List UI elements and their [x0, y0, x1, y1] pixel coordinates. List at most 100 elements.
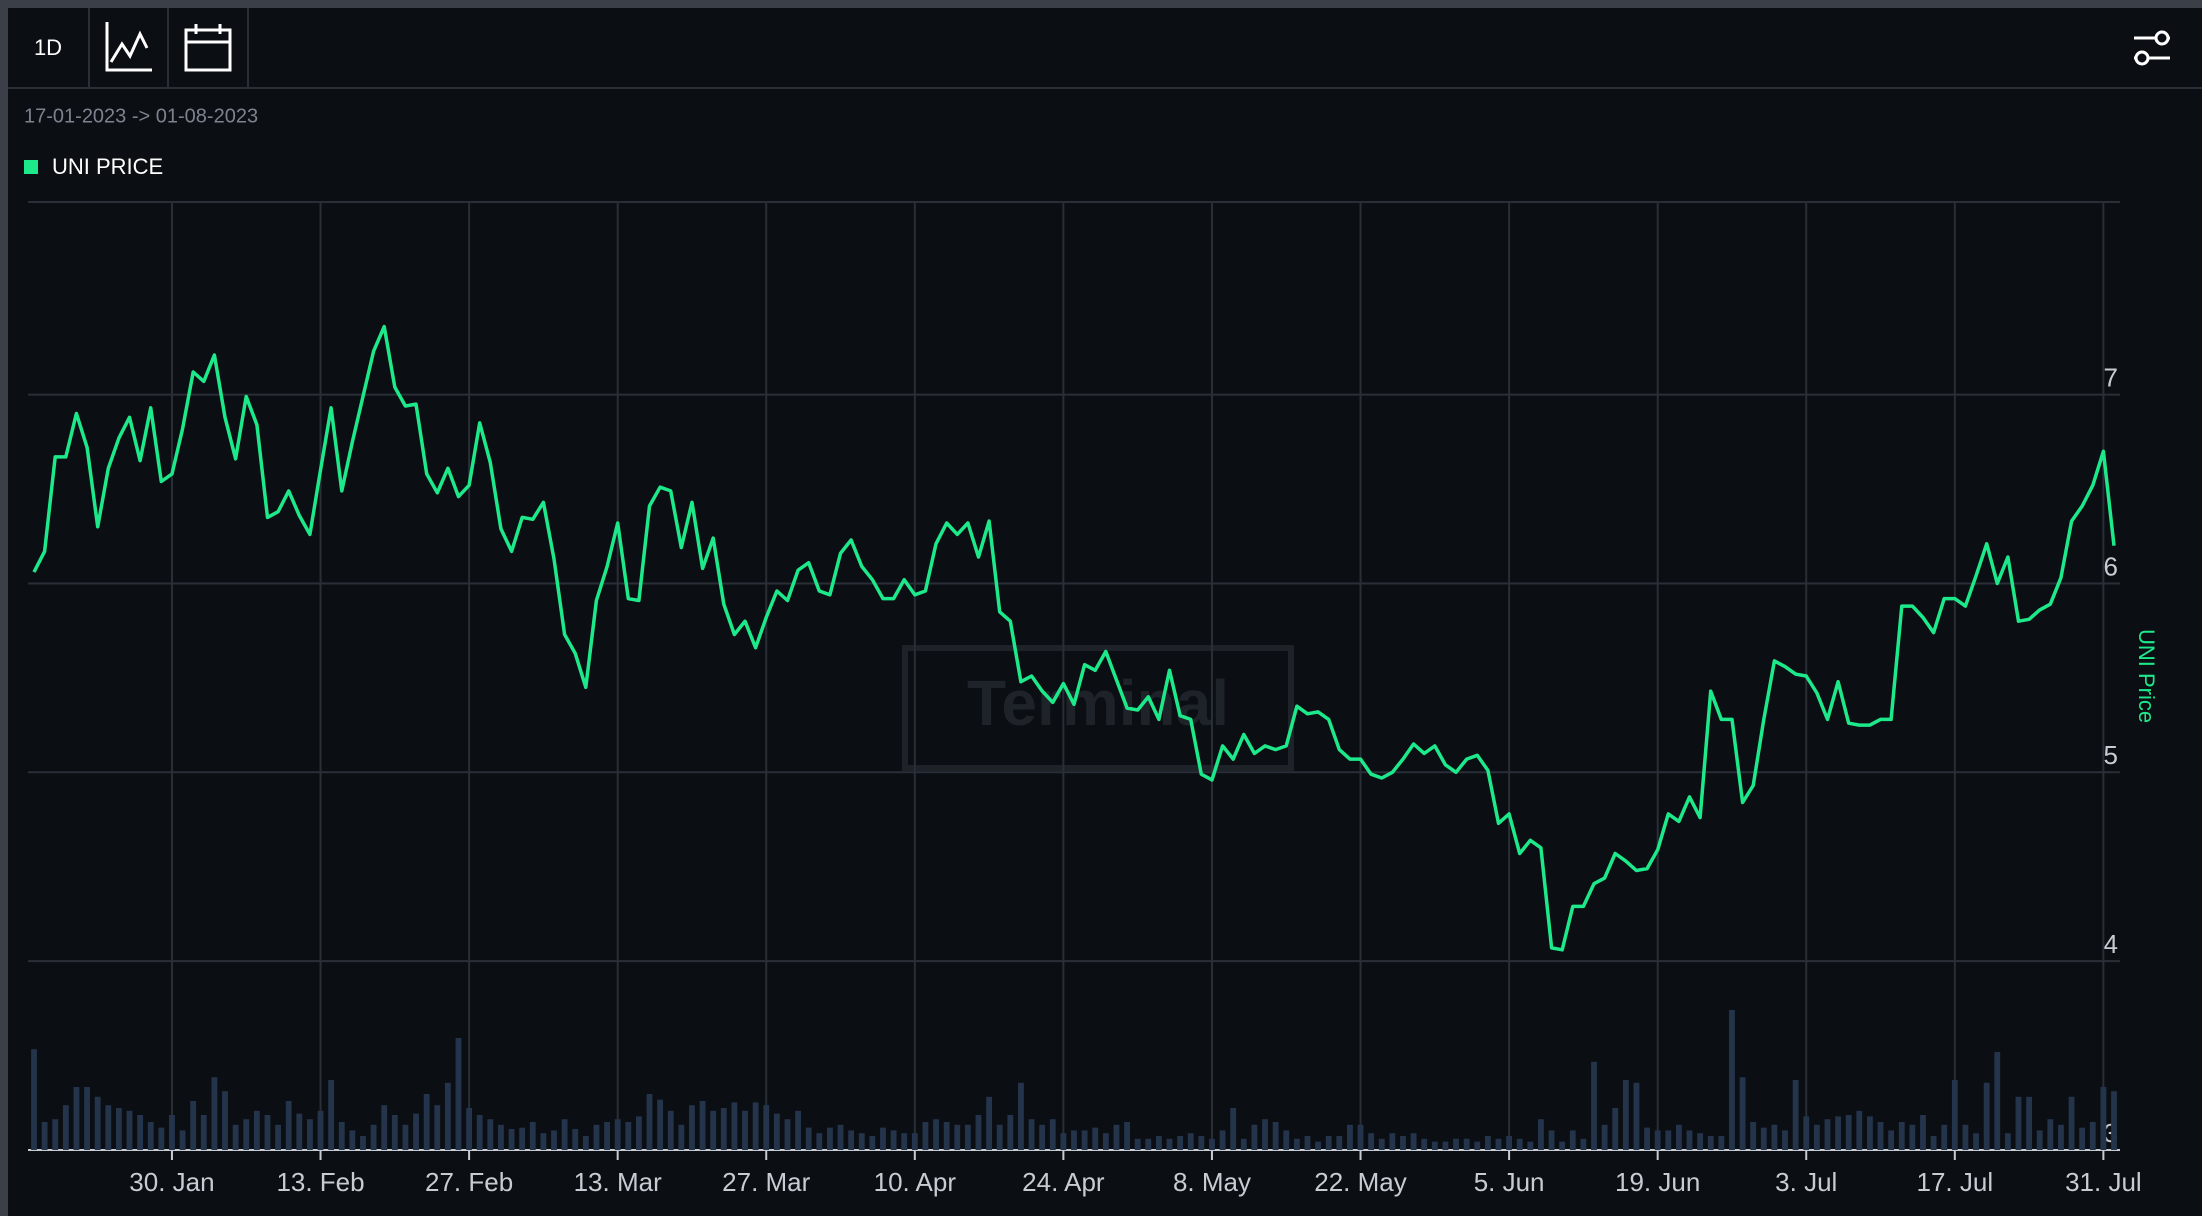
- volume-bar: [540, 1133, 547, 1150]
- chart-type-button[interactable]: [105, 22, 152, 72]
- volume-bar: [1018, 1082, 1024, 1150]
- volume-bar: [2079, 1127, 2086, 1150]
- volume-bar: [1697, 1133, 1704, 1150]
- volume-bar: [1516, 1138, 1523, 1150]
- volume-bar: [784, 1119, 791, 1150]
- volume-bar: [508, 1129, 515, 1150]
- volume-bar: [1538, 1119, 1544, 1150]
- volume-bar: [1209, 1138, 1215, 1150]
- volume-bar: [1336, 1136, 1343, 1150]
- volume-bar: [232, 1124, 239, 1150]
- volume-bar: [1845, 1115, 1852, 1150]
- volume-bar: [1251, 1124, 1258, 1150]
- volume-bar: [1410, 1133, 1417, 1150]
- volume-bar: [1835, 1116, 1841, 1150]
- volume-bar: [381, 1105, 388, 1150]
- volume-bar: [848, 1130, 855, 1150]
- volume-bar: [1400, 1136, 1406, 1150]
- volume-bar: [1877, 1122, 1884, 1150]
- volume-bar: [455, 1038, 462, 1150]
- volume-bar: [954, 1124, 961, 1150]
- volume-bar: [1591, 1061, 1597, 1150]
- volume-bar: [933, 1119, 939, 1150]
- volume-bar: [1378, 1138, 1385, 1150]
- settings-knob: [2134, 50, 2150, 66]
- volume-bar: [1124, 1122, 1130, 1150]
- volume-bar: [678, 1124, 685, 1150]
- volume-bar: [296, 1113, 303, 1150]
- volume-bar: [1007, 1115, 1014, 1150]
- volume-bar: [1484, 1136, 1491, 1150]
- volume-bar: [1856, 1110, 1863, 1150]
- volume-bar: [752, 1102, 759, 1150]
- y-tick-label: 6: [2104, 551, 2118, 581]
- volume-bar: [572, 1129, 579, 1150]
- volume-bar: [1113, 1124, 1120, 1150]
- volume-bar: [476, 1115, 483, 1150]
- volume-bar: [2089, 1122, 2096, 1150]
- volume-bar: [1867, 1116, 1873, 1150]
- volume-bar: [285, 1101, 292, 1150]
- volume-bar: [1368, 1133, 1375, 1150]
- x-tick-label: 8. May: [1173, 1167, 1251, 1197]
- volume-bar: [105, 1105, 112, 1150]
- volume-bar: [158, 1127, 165, 1150]
- volume-bar: [742, 1110, 748, 1150]
- volume-bar: [2047, 1119, 2054, 1150]
- volume-bar: [1463, 1138, 1470, 1150]
- volume-bar: [1177, 1136, 1184, 1150]
- volume-bar: [1198, 1136, 1205, 1150]
- volume-bar: [593, 1124, 600, 1150]
- volume-bar: [2036, 1130, 2043, 1150]
- volume-bar: [943, 1122, 950, 1150]
- volume-bar: [1760, 1127, 1767, 1150]
- volume-bar: [391, 1115, 398, 1150]
- volume-bar: [1654, 1130, 1661, 1150]
- volume-bar: [52, 1119, 59, 1150]
- volume-bar: [1813, 1124, 1820, 1150]
- volume-bar: [710, 1110, 717, 1150]
- volume-bar: [1155, 1136, 1162, 1150]
- price-line: [32, 324, 2116, 952]
- volume-bar: [413, 1113, 419, 1150]
- legend-label[interactable]: UNI PRICE: [52, 154, 163, 179]
- interval-button[interactable]: 1D: [34, 35, 62, 60]
- x-tick-label: 3. Jul: [1775, 1167, 1837, 1197]
- volume-bar: [1665, 1130, 1672, 1150]
- y-tick-label: 5: [2104, 740, 2118, 770]
- volume-bar: [169, 1115, 175, 1150]
- volume-bar: [1389, 1133, 1396, 1150]
- calendar-icon: [184, 28, 232, 72]
- volume-bar: [1718, 1136, 1725, 1150]
- volume-bar: [996, 1124, 1003, 1150]
- volume-bar: [137, 1115, 144, 1150]
- volume-bar: [2111, 1091, 2117, 1150]
- volume-bar: [1495, 1138, 1502, 1150]
- volume-bar: [243, 1119, 250, 1150]
- volume-bar: [1081, 1130, 1088, 1150]
- calendar-button[interactable]: [184, 24, 232, 72]
- volume-bar: [402, 1124, 409, 1150]
- volume-bar: [179, 1130, 186, 1150]
- volume-bar: [551, 1130, 557, 1150]
- y-tick-label: 4: [2104, 929, 2118, 959]
- volume-bar: [487, 1119, 494, 1150]
- volume-bar: [1569, 1130, 1576, 1150]
- volume-bar: [126, 1110, 133, 1150]
- volume-bar: [73, 1087, 80, 1150]
- volume-bar: [2100, 1087, 2107, 1150]
- calendar-icon-detail: [186, 24, 230, 44]
- volume-bar: [763, 1105, 770, 1150]
- settings-button[interactable]: [2134, 30, 2170, 66]
- volume-bar: [1506, 1136, 1513, 1150]
- x-tick-label: 30. Jan: [129, 1167, 214, 1197]
- volume-bar: [689, 1105, 695, 1150]
- x-tick-label: 13. Feb: [276, 1167, 364, 1197]
- volume-bar: [84, 1087, 90, 1150]
- volume-bar: [328, 1080, 335, 1150]
- volume-bar: [901, 1133, 908, 1150]
- volume-bar: [466, 1108, 473, 1150]
- volume-bar: [625, 1122, 632, 1150]
- volume-bar: [795, 1110, 801, 1150]
- volume-bar: [1442, 1141, 1449, 1150]
